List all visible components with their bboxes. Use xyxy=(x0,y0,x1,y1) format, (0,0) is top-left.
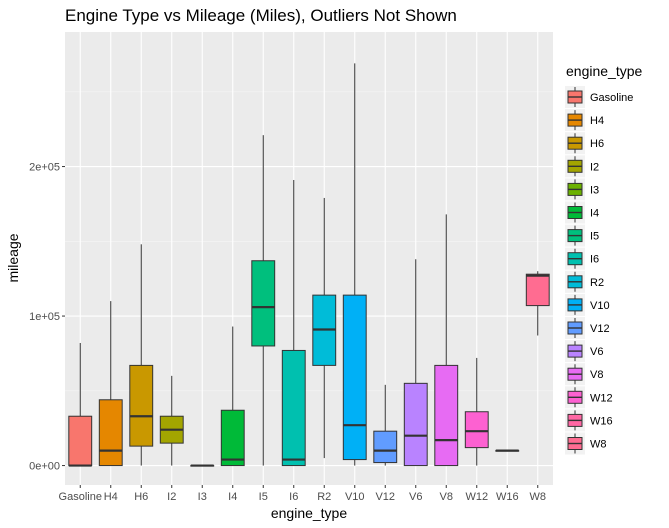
legend-label: I2 xyxy=(590,161,599,173)
legend-item: I5 xyxy=(565,224,599,247)
box-w8 xyxy=(525,271,550,336)
legend-item: V12 xyxy=(565,317,610,339)
legend-item: W12 xyxy=(565,386,613,409)
box-i5 xyxy=(251,135,276,466)
legend-label: I5 xyxy=(590,231,599,243)
legend-label: H4 xyxy=(590,115,604,127)
legend-item: I6 xyxy=(565,247,599,270)
box-body xyxy=(68,415,93,467)
legend-label: V10 xyxy=(590,300,610,312)
x-tick-label: W16 xyxy=(496,491,519,503)
legend-label: R2 xyxy=(590,277,604,289)
x-tick-label: V8 xyxy=(440,491,453,503)
box-body xyxy=(220,409,245,467)
legend-item: I4 xyxy=(565,201,599,224)
box-v12 xyxy=(373,384,398,466)
legend-item: V8 xyxy=(565,363,603,386)
box-w16 xyxy=(495,449,520,452)
box-body xyxy=(129,364,154,447)
x-tick-label: R2 xyxy=(317,491,331,503)
box-body xyxy=(403,382,428,467)
legend-item: W16 xyxy=(565,409,613,432)
legend-item: H6 xyxy=(565,132,604,155)
legend-item: V6 xyxy=(565,340,603,363)
box-r2 xyxy=(312,197,337,459)
box-v10 xyxy=(342,63,367,466)
legend-item: V10 xyxy=(565,293,610,316)
y-tick-label: 1e+05 xyxy=(29,311,60,323)
box-body xyxy=(251,260,276,347)
box-body xyxy=(342,294,367,461)
legend-label: W8 xyxy=(590,439,607,451)
legend-item: I3 xyxy=(565,178,599,201)
x-tick-label: I2 xyxy=(167,491,176,503)
y-tick-label: 2e+05 xyxy=(29,162,60,174)
chart-title: Engine Type vs Mileage (Miles), Outliers… xyxy=(65,6,457,25)
box-body xyxy=(281,349,306,467)
box-body xyxy=(464,411,489,449)
legend-item: R2 xyxy=(565,270,604,293)
x-tick-label: H6 xyxy=(134,491,148,503)
x-tick-label: I6 xyxy=(289,491,298,503)
x-tick-label: W8 xyxy=(530,491,547,503)
box-h4 xyxy=(98,301,123,467)
x-tick-label: V10 xyxy=(345,491,365,503)
box-i2 xyxy=(159,375,184,466)
legend-item: Gasoline xyxy=(565,86,633,108)
legend-label: Gasoline xyxy=(590,92,633,104)
box-series xyxy=(68,63,550,467)
y-tick-label: 0e+00 xyxy=(29,461,60,473)
legend-label: I4 xyxy=(590,208,599,220)
legend-title: engine_type xyxy=(566,63,643,79)
legend: Gasoline H4 H6 I2 I3 I4 I5 I6 R2 V10 V12 V6 V8 W12 W16… xyxy=(565,86,633,455)
legend-label: I6 xyxy=(590,254,599,266)
x-tick-label: I3 xyxy=(198,491,207,503)
legend-label: V8 xyxy=(590,369,603,381)
x-tick-label: V12 xyxy=(375,491,395,503)
box-body xyxy=(525,273,550,307)
x-tick-label: I5 xyxy=(259,491,268,503)
legend-label: H6 xyxy=(590,138,604,150)
y-axis-title: mileage xyxy=(5,233,21,282)
box-body xyxy=(434,364,459,467)
legend-item: I2 xyxy=(565,155,599,178)
box-v8 xyxy=(434,214,459,467)
x-tick-label: H4 xyxy=(104,491,118,503)
x-axis-title: engine_type xyxy=(271,505,348,521)
legend-label: V6 xyxy=(590,346,603,358)
box-i4 xyxy=(220,326,245,467)
box-body xyxy=(98,399,123,467)
legend-item: W8 xyxy=(565,432,607,455)
box-h6 xyxy=(129,244,154,466)
box-i6 xyxy=(281,180,306,467)
box-v6 xyxy=(403,259,428,467)
x-tick-label: W12 xyxy=(465,491,488,503)
box-gasoline xyxy=(68,342,93,467)
box-w12 xyxy=(464,357,489,466)
legend-label: V12 xyxy=(590,323,610,335)
x-tick-label: I4 xyxy=(228,491,237,503)
box-i3 xyxy=(190,464,215,467)
axis-ticks: 0e+00 1e+05 2e+05 Gasoline H4 H6 I2 I3 I4 I5 I6 R2 V… xyxy=(29,162,546,503)
legend-item: H4 xyxy=(565,109,604,132)
box-body xyxy=(373,430,398,464)
legend-label: W16 xyxy=(590,415,613,427)
legend-label: I3 xyxy=(590,184,599,196)
x-tick-label: V6 xyxy=(409,491,422,503)
x-tick-label: Gasoline xyxy=(59,491,102,503)
legend-label: W12 xyxy=(590,392,613,404)
